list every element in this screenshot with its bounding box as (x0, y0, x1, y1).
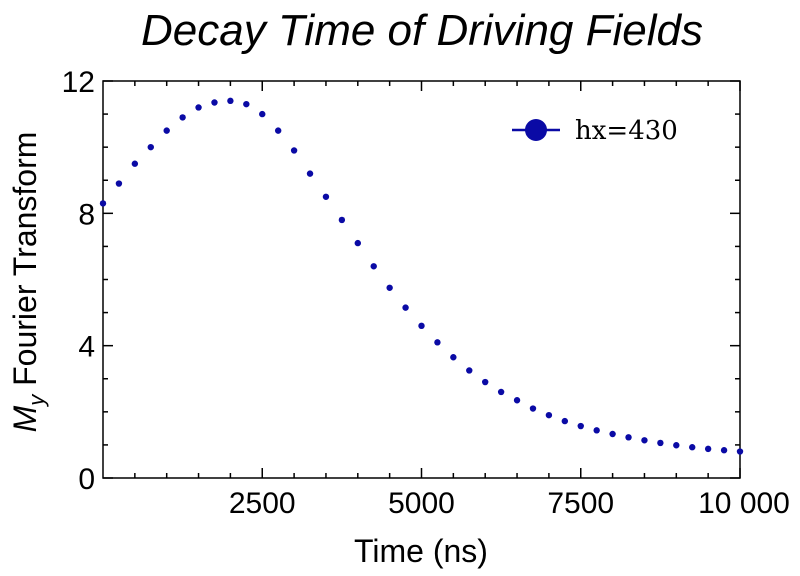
data-point (482, 378, 489, 386)
legend-marker (525, 119, 547, 141)
data-point (689, 444, 696, 451)
data-point (322, 193, 330, 200)
data-point (418, 322, 425, 330)
x-tick-label: 10 000 (698, 487, 790, 520)
y-tick-label: 12 (62, 66, 95, 99)
data-point (561, 417, 569, 425)
legend-label: hx=430 (575, 116, 678, 146)
data-point (354, 239, 361, 247)
data-point (513, 397, 521, 404)
data-point (386, 284, 393, 291)
x-tick-label: 7500 (547, 487, 614, 520)
data-point (593, 427, 600, 434)
data-point (609, 430, 616, 438)
x-tick-label: 2500 (229, 487, 296, 520)
data-point (179, 114, 186, 121)
y-tick-label: 4 (78, 331, 95, 364)
data-point (227, 97, 234, 105)
data-point (274, 127, 282, 134)
y-tick-label: 0 (78, 463, 95, 496)
data-point (99, 200, 107, 207)
data-point (434, 339, 441, 346)
y-tick-label: 8 (78, 198, 95, 231)
data-point (720, 447, 728, 454)
data-point (577, 422, 584, 430)
data-point (450, 354, 457, 361)
data-point (497, 388, 505, 396)
data-point (704, 445, 712, 453)
y-axis-label-main: M (7, 405, 43, 432)
data-point (625, 434, 632, 441)
legend: hx=430 (512, 116, 678, 146)
data-point (657, 439, 664, 447)
x-axis-label: Time (ns) (354, 533, 488, 569)
data-point (163, 127, 170, 134)
data-point (673, 442, 680, 449)
axis-ticks: 2500 5000 7500 10 000 0 4 8 12 (62, 66, 790, 520)
data-point (641, 437, 648, 444)
y-axis-label-rest: Fourier Transform (7, 132, 43, 395)
data-point (147, 143, 154, 151)
data-point (370, 263, 377, 270)
data-point (259, 110, 266, 118)
data-point (306, 170, 314, 177)
data-point (402, 304, 409, 311)
data-point (195, 104, 202, 111)
y-axis-label: My Fourier Transform (7, 132, 49, 433)
data-point (338, 216, 346, 224)
data-point (243, 100, 250, 108)
x-tick-label: 5000 (388, 487, 455, 520)
data-point (736, 448, 744, 455)
series-points (99, 97, 744, 455)
data-point (290, 147, 298, 154)
data-point (466, 367, 473, 374)
chart-title: Decay Time of Driving Fields (141, 6, 703, 55)
y-axis-label-sub: y (24, 393, 49, 408)
data-point (529, 405, 537, 412)
data-point (131, 160, 139, 167)
data-point (545, 411, 553, 419)
data-point (115, 180, 123, 187)
data-point (211, 99, 218, 106)
